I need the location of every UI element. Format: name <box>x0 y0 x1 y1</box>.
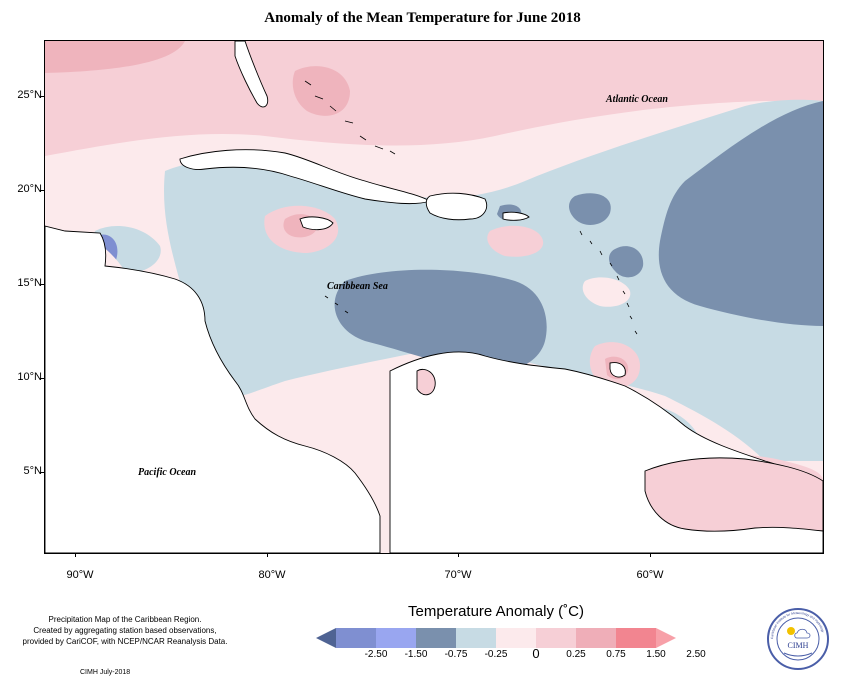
florida <box>234 41 269 108</box>
legend-cell-max <box>656 628 676 648</box>
cuba <box>179 149 432 205</box>
map-title: Anomaly of the Mean Temperature for June… <box>264 10 581 26</box>
x-axis-label-90w: 90°W <box>66 569 94 581</box>
anomaly-zone-warm-bahamas <box>292 66 350 116</box>
pacific-ocean-label: Pacific Ocean <box>138 467 197 478</box>
maracaibo <box>416 368 436 396</box>
legend-cells <box>316 628 676 648</box>
legend-title: Temperature Anomaly (˚C) <box>408 603 584 620</box>
anomaly-zone-cool-dominica <box>609 246 644 278</box>
legend-tick-label: -2.50 <box>364 649 388 660</box>
anomaly-zone-warm-martinique <box>582 277 631 307</box>
legend-cell <box>416 628 456 648</box>
legend-tick-label: -1.50 <box>404 649 428 660</box>
legend-tick-label: 0.25 <box>566 649 586 660</box>
jamaica <box>299 216 334 231</box>
y-axis-label-25n: 25°N <box>17 89 42 101</box>
anomaly-zone-warm-nw <box>45 41 185 73</box>
legend-tick-label: -0.75 <box>444 649 468 660</box>
credit-block: Precipitation Map of the Caribbean Regio… <box>10 614 240 647</box>
legend-tick-label: 2.50 <box>686 649 706 660</box>
anomaly-zone-cool-atlantic <box>658 101 823 326</box>
anomaly-field <box>45 41 823 553</box>
anomaly-zone-cool-caribbean <box>334 269 547 372</box>
anomaly-zone-cool-leeward <box>569 193 611 225</box>
y-axis-label-5n: 5°N <box>23 465 42 477</box>
legend-tick-label: 0 <box>532 646 540 661</box>
legend-cell <box>536 628 576 648</box>
y-axis-label-15n: 15°N <box>17 277 42 289</box>
legend-tick-label: 0.75 <box>606 649 626 660</box>
legend-cell <box>376 628 416 648</box>
credit-line-1: Precipitation Map of the Caribbean Regio… <box>48 615 202 624</box>
legend-cell-min <box>316 628 336 648</box>
legend-cell <box>336 628 376 648</box>
caribbean-sea-label: Caribbean Sea <box>327 281 388 292</box>
hispaniola <box>425 192 488 221</box>
guianas-region <box>644 457 823 532</box>
sun-icon <box>787 627 795 635</box>
legend-cell <box>576 628 616 648</box>
legend-cell <box>456 628 496 648</box>
legend-colorbar <box>316 628 676 648</box>
small-islands <box>304 80 638 335</box>
atlantic-ocean-label: Atlantic Ocean <box>606 94 668 105</box>
central-america <box>45 225 381 553</box>
logo-text: CIMH <box>788 641 809 650</box>
y-axis-label-20n: 20°N <box>17 183 42 195</box>
cimh-logo: CIMH Caribbean Institute for Meteorology… <box>767 608 829 670</box>
credit-date: CIMH July-2018 <box>80 669 131 676</box>
trinidad <box>609 362 626 378</box>
legend-tick-label: 1.50 <box>646 649 666 660</box>
anomaly-zone-warm-pr <box>487 225 544 257</box>
x-axis-label-60w: 60°W <box>636 569 664 581</box>
anomaly-zone-warm-north <box>45 41 823 156</box>
anomaly-map <box>44 40 824 554</box>
x-axis-label-70w: 70°W <box>444 569 472 581</box>
guianas <box>644 457 823 532</box>
credit-line-3: provided by CariCOF, with NCEP/NCAR Rean… <box>22 637 228 646</box>
legend-tick-label: -0.25 <box>484 649 508 660</box>
x-axis-label-80w: 80°W <box>258 569 286 581</box>
legend-cell <box>496 628 536 648</box>
puerto-rico <box>502 211 530 221</box>
credit-line-2: Created by aggregating station based obs… <box>33 626 217 635</box>
y-axis-label-10n: 10°N <box>17 371 42 383</box>
cloud-icon <box>794 628 811 639</box>
legend-cell <box>616 628 656 648</box>
